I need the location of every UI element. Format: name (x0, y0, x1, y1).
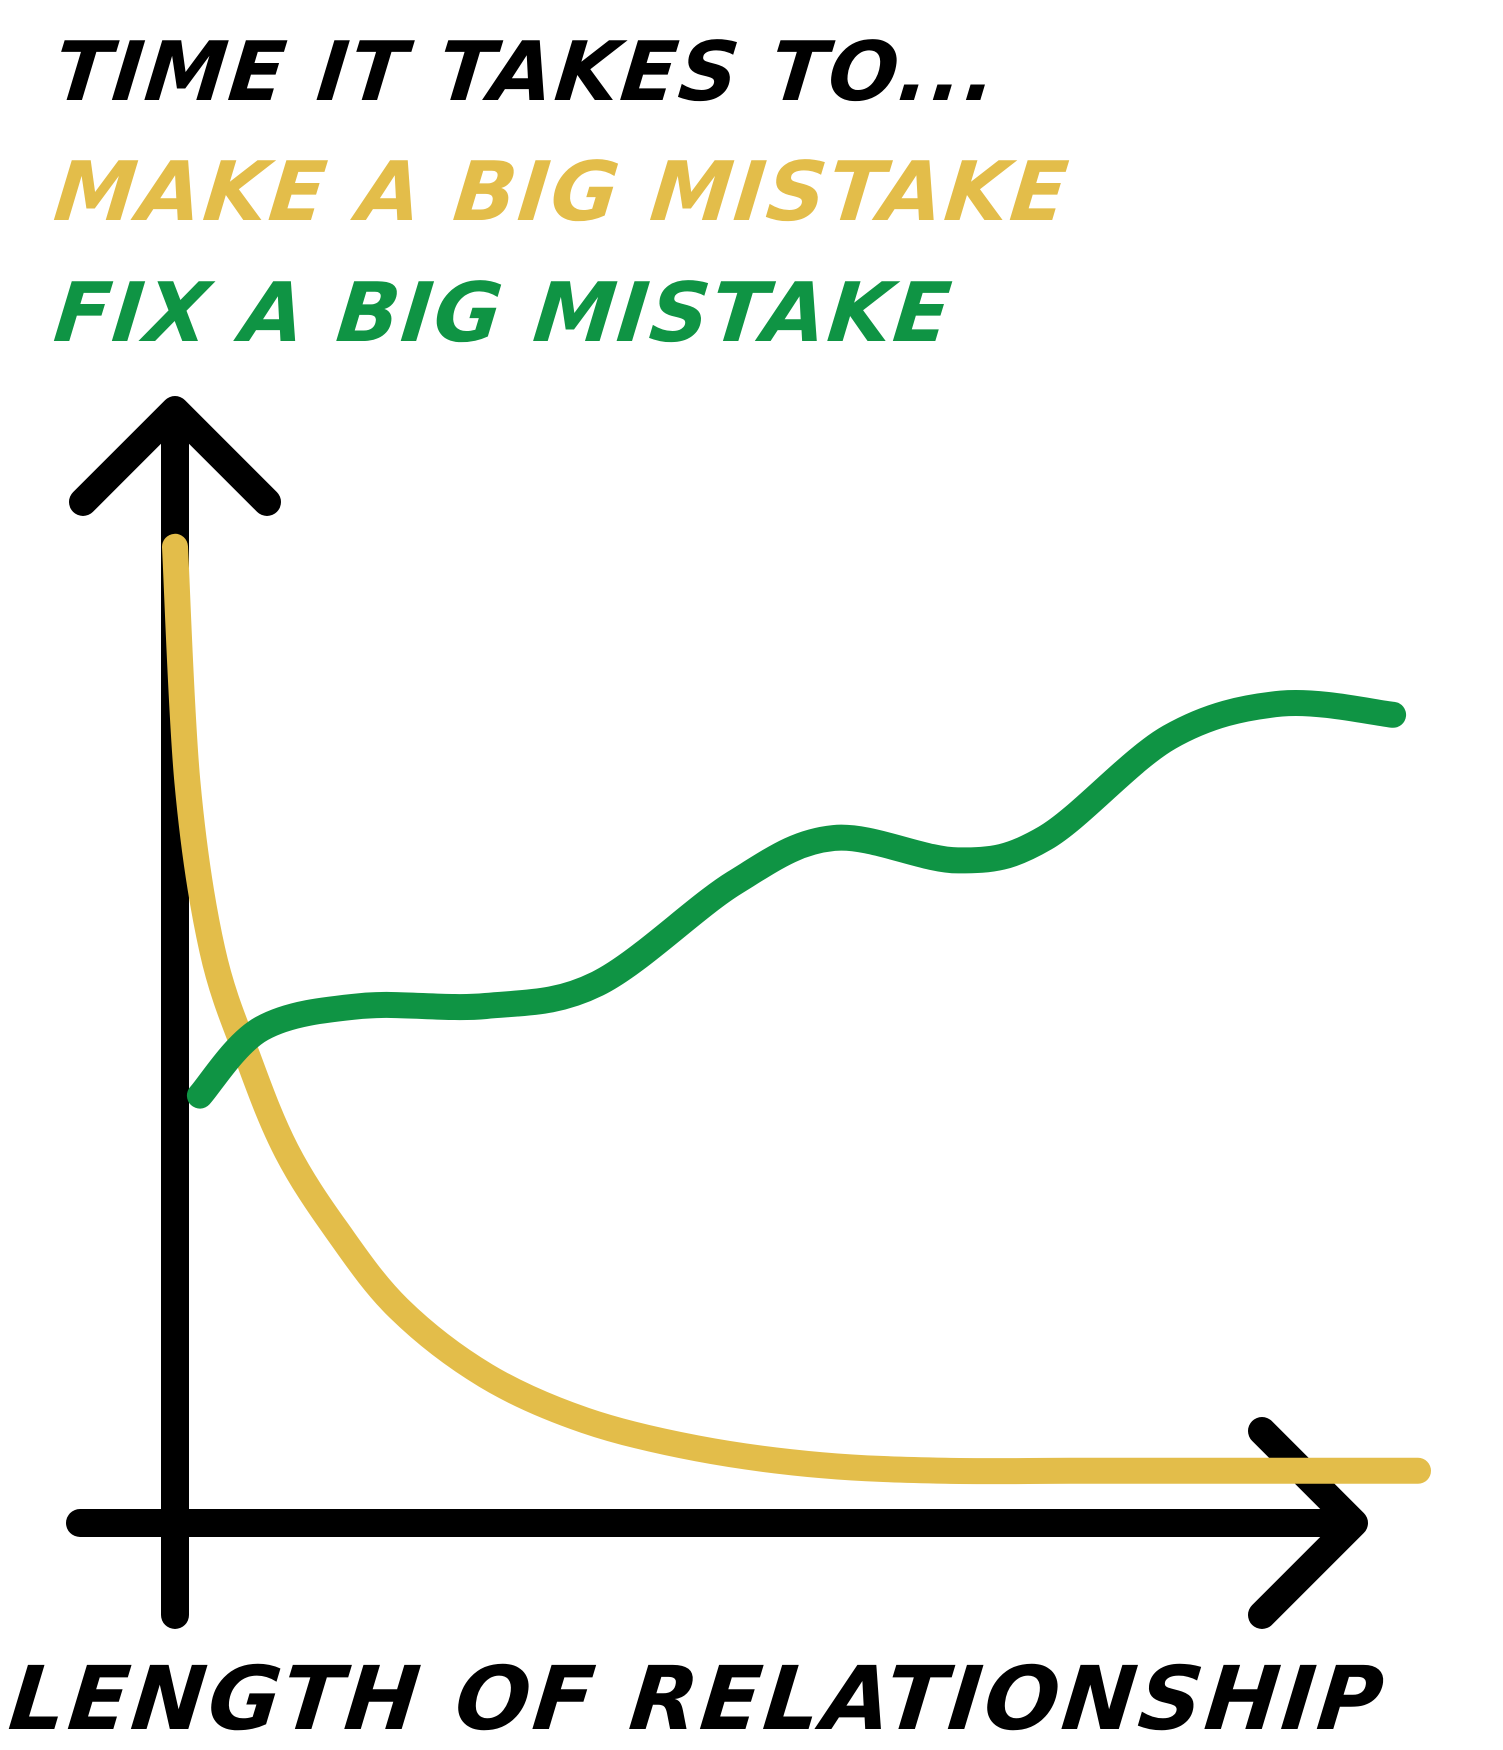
x-axis-label: LENGTH OF RELATIONSHIP (4, 1647, 1391, 1750)
series-line-make-mistake (162, 533, 1431, 1485)
y-axis-arrowhead (69, 396, 281, 516)
series-line-fix-mistake (186, 689, 1407, 1109)
series-layer (162, 533, 1431, 1485)
